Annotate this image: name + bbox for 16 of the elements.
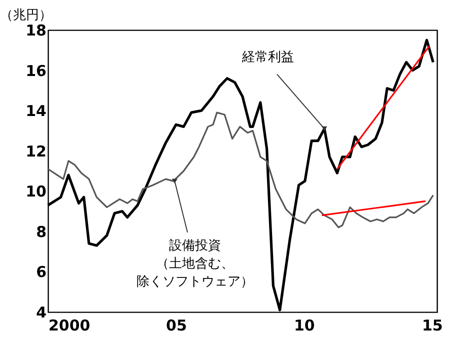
x-tick-label: 05 — [166, 316, 187, 334]
y-tick-label: 16 — [26, 62, 46, 80]
y-tick-label: 12 — [26, 142, 46, 160]
y-tick-label: 8 — [36, 222, 46, 241]
y-tick-label: 14 — [26, 102, 46, 120]
y-tick-label: 18 — [26, 22, 46, 40]
x-tick-label: 15 — [422, 316, 443, 334]
x-tick-label: 2000 — [48, 316, 90, 334]
annotation: 設備投資（土地含む、除くソフトウェア） — [136, 238, 254, 290]
x-tick-label: 10 — [294, 316, 315, 334]
y-axis-title: （兆円） — [0, 8, 52, 23]
y-tick-label: 10 — [26, 182, 46, 201]
annotation: 経常利益 — [241, 50, 294, 66]
y-tick-label: 6 — [36, 263, 46, 282]
y-tick-label: 4 — [36, 304, 46, 322]
line-series — [47, 112, 434, 228]
